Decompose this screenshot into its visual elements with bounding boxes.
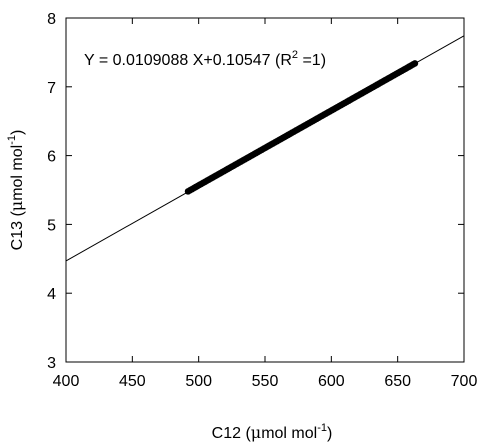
y-tick-label: 8 <box>47 11 56 28</box>
x-tick-label: 700 <box>451 373 478 390</box>
x-tick-label: 500 <box>185 373 212 390</box>
y-tick-label: 7 <box>47 80 56 97</box>
y-tick-label: 4 <box>47 286 56 303</box>
x-tick-label: 550 <box>252 373 279 390</box>
axis-ticks <box>65 17 465 363</box>
regression-equation: Y = 0.0109088 X+0.10547 (R2 =1) <box>84 49 326 69</box>
x-tick-label: 400 <box>53 373 80 390</box>
y-tick-label: 5 <box>47 217 56 234</box>
data-point <box>411 60 419 67</box>
y-axis-label: C13 (μmol mol-1) <box>6 130 26 251</box>
x-tick-label: 600 <box>318 373 345 390</box>
x-axis-label: C12 (μmol mol-1) <box>212 422 333 442</box>
x-tick-label: 450 <box>119 373 146 390</box>
data-points <box>184 60 419 195</box>
x-tick-label: 650 <box>384 373 411 390</box>
r-squared-superscript: 2 <box>292 49 298 61</box>
y-tick-label: 6 <box>47 149 56 166</box>
tick-labels: 400 450 500 550 600 650 700 3 4 5 6 7 8 <box>47 11 477 390</box>
y-tick-label: 3 <box>47 355 56 372</box>
